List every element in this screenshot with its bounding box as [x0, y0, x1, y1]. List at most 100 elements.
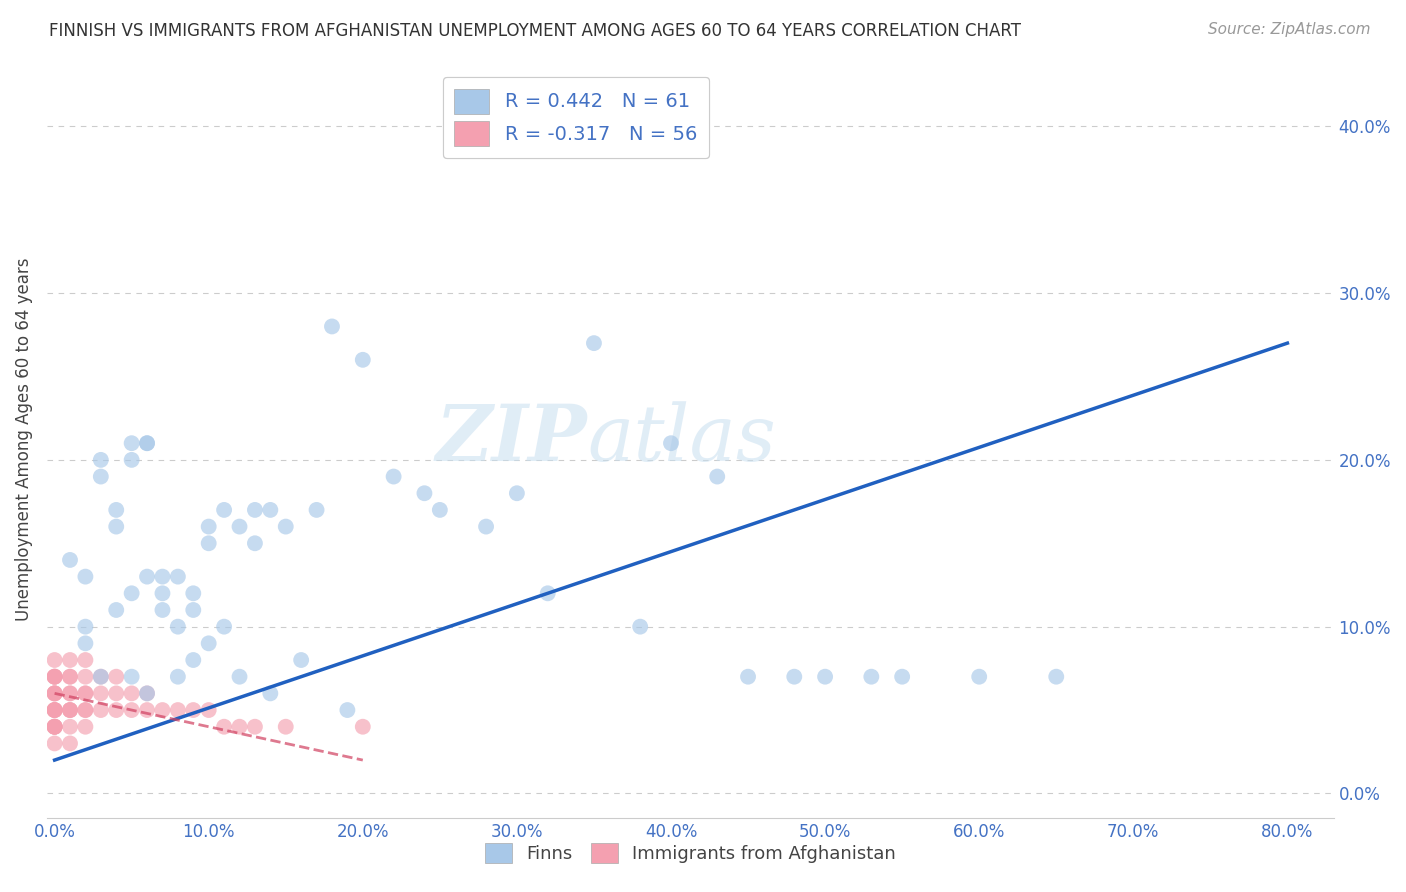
Point — [167, 670, 190, 684]
Point — [167, 703, 190, 717]
Point — [181, 653, 204, 667]
Point — [152, 703, 174, 717]
Point — [44, 720, 66, 734]
Point — [228, 670, 250, 684]
Point — [197, 536, 219, 550]
Point — [121, 703, 143, 717]
Point — [136, 686, 159, 700]
Point — [44, 670, 66, 684]
Point — [136, 686, 159, 700]
Point — [582, 336, 605, 351]
Point — [121, 586, 143, 600]
Point — [212, 720, 235, 734]
Point — [413, 486, 436, 500]
Point — [90, 453, 112, 467]
Point — [75, 703, 97, 717]
Text: FINNISH VS IMMIGRANTS FROM AFGHANISTAN UNEMPLOYMENT AMONG AGES 60 TO 64 YEARS CO: FINNISH VS IMMIGRANTS FROM AFGHANISTAN U… — [49, 22, 1021, 40]
Point — [90, 469, 112, 483]
Point — [243, 720, 266, 734]
Text: ZIP: ZIP — [436, 401, 588, 477]
Point — [105, 519, 128, 533]
Point — [44, 703, 66, 717]
Point — [274, 519, 297, 533]
Point — [382, 469, 405, 483]
Point — [44, 686, 66, 700]
Point — [136, 703, 159, 717]
Point — [243, 503, 266, 517]
Point — [259, 503, 281, 517]
Point — [783, 670, 806, 684]
Point — [44, 720, 66, 734]
Point — [105, 503, 128, 517]
Point — [90, 670, 112, 684]
Point — [212, 503, 235, 517]
Point — [75, 620, 97, 634]
Point — [75, 720, 97, 734]
Point — [136, 436, 159, 450]
Point — [274, 720, 297, 734]
Point — [228, 519, 250, 533]
Point — [44, 653, 66, 667]
Point — [967, 670, 990, 684]
Point — [44, 736, 66, 750]
Point — [336, 703, 359, 717]
Point — [429, 503, 451, 517]
Point — [59, 686, 82, 700]
Point — [44, 703, 66, 717]
Point — [75, 569, 97, 583]
Point — [44, 720, 66, 734]
Point — [59, 553, 82, 567]
Point — [59, 703, 82, 717]
Y-axis label: Unemployment Among Ages 60 to 64 years: Unemployment Among Ages 60 to 64 years — [15, 257, 32, 621]
Point — [44, 686, 66, 700]
Point — [44, 670, 66, 684]
Point — [75, 670, 97, 684]
Point — [44, 720, 66, 734]
Point — [197, 703, 219, 717]
Text: Source: ZipAtlas.com: Source: ZipAtlas.com — [1208, 22, 1371, 37]
Point — [628, 620, 651, 634]
Point — [121, 453, 143, 467]
Point — [152, 603, 174, 617]
Point — [44, 720, 66, 734]
Point — [352, 352, 374, 367]
Point — [44, 670, 66, 684]
Point — [537, 586, 560, 600]
Point — [59, 670, 82, 684]
Text: atlas: atlas — [588, 401, 776, 477]
Point — [506, 486, 529, 500]
Point — [59, 686, 82, 700]
Point — [152, 569, 174, 583]
Point — [121, 686, 143, 700]
Point — [44, 703, 66, 717]
Point — [75, 686, 97, 700]
Point — [136, 569, 159, 583]
Point — [75, 703, 97, 717]
Point — [243, 536, 266, 550]
Point — [44, 686, 66, 700]
Point — [59, 703, 82, 717]
Point — [44, 686, 66, 700]
Point — [59, 670, 82, 684]
Point — [90, 686, 112, 700]
Point — [59, 720, 82, 734]
Point — [105, 670, 128, 684]
Point — [44, 703, 66, 717]
Point — [75, 686, 97, 700]
Point — [105, 703, 128, 717]
Point — [105, 686, 128, 700]
Point — [814, 670, 837, 684]
Point — [44, 703, 66, 717]
Point — [891, 670, 914, 684]
Point — [706, 469, 728, 483]
Point — [659, 436, 682, 450]
Point — [59, 653, 82, 667]
Point — [737, 670, 759, 684]
Point — [1045, 670, 1067, 684]
Point — [181, 603, 204, 617]
Point — [59, 703, 82, 717]
Point — [475, 519, 498, 533]
Point — [860, 670, 883, 684]
Point — [44, 670, 66, 684]
Point — [197, 636, 219, 650]
